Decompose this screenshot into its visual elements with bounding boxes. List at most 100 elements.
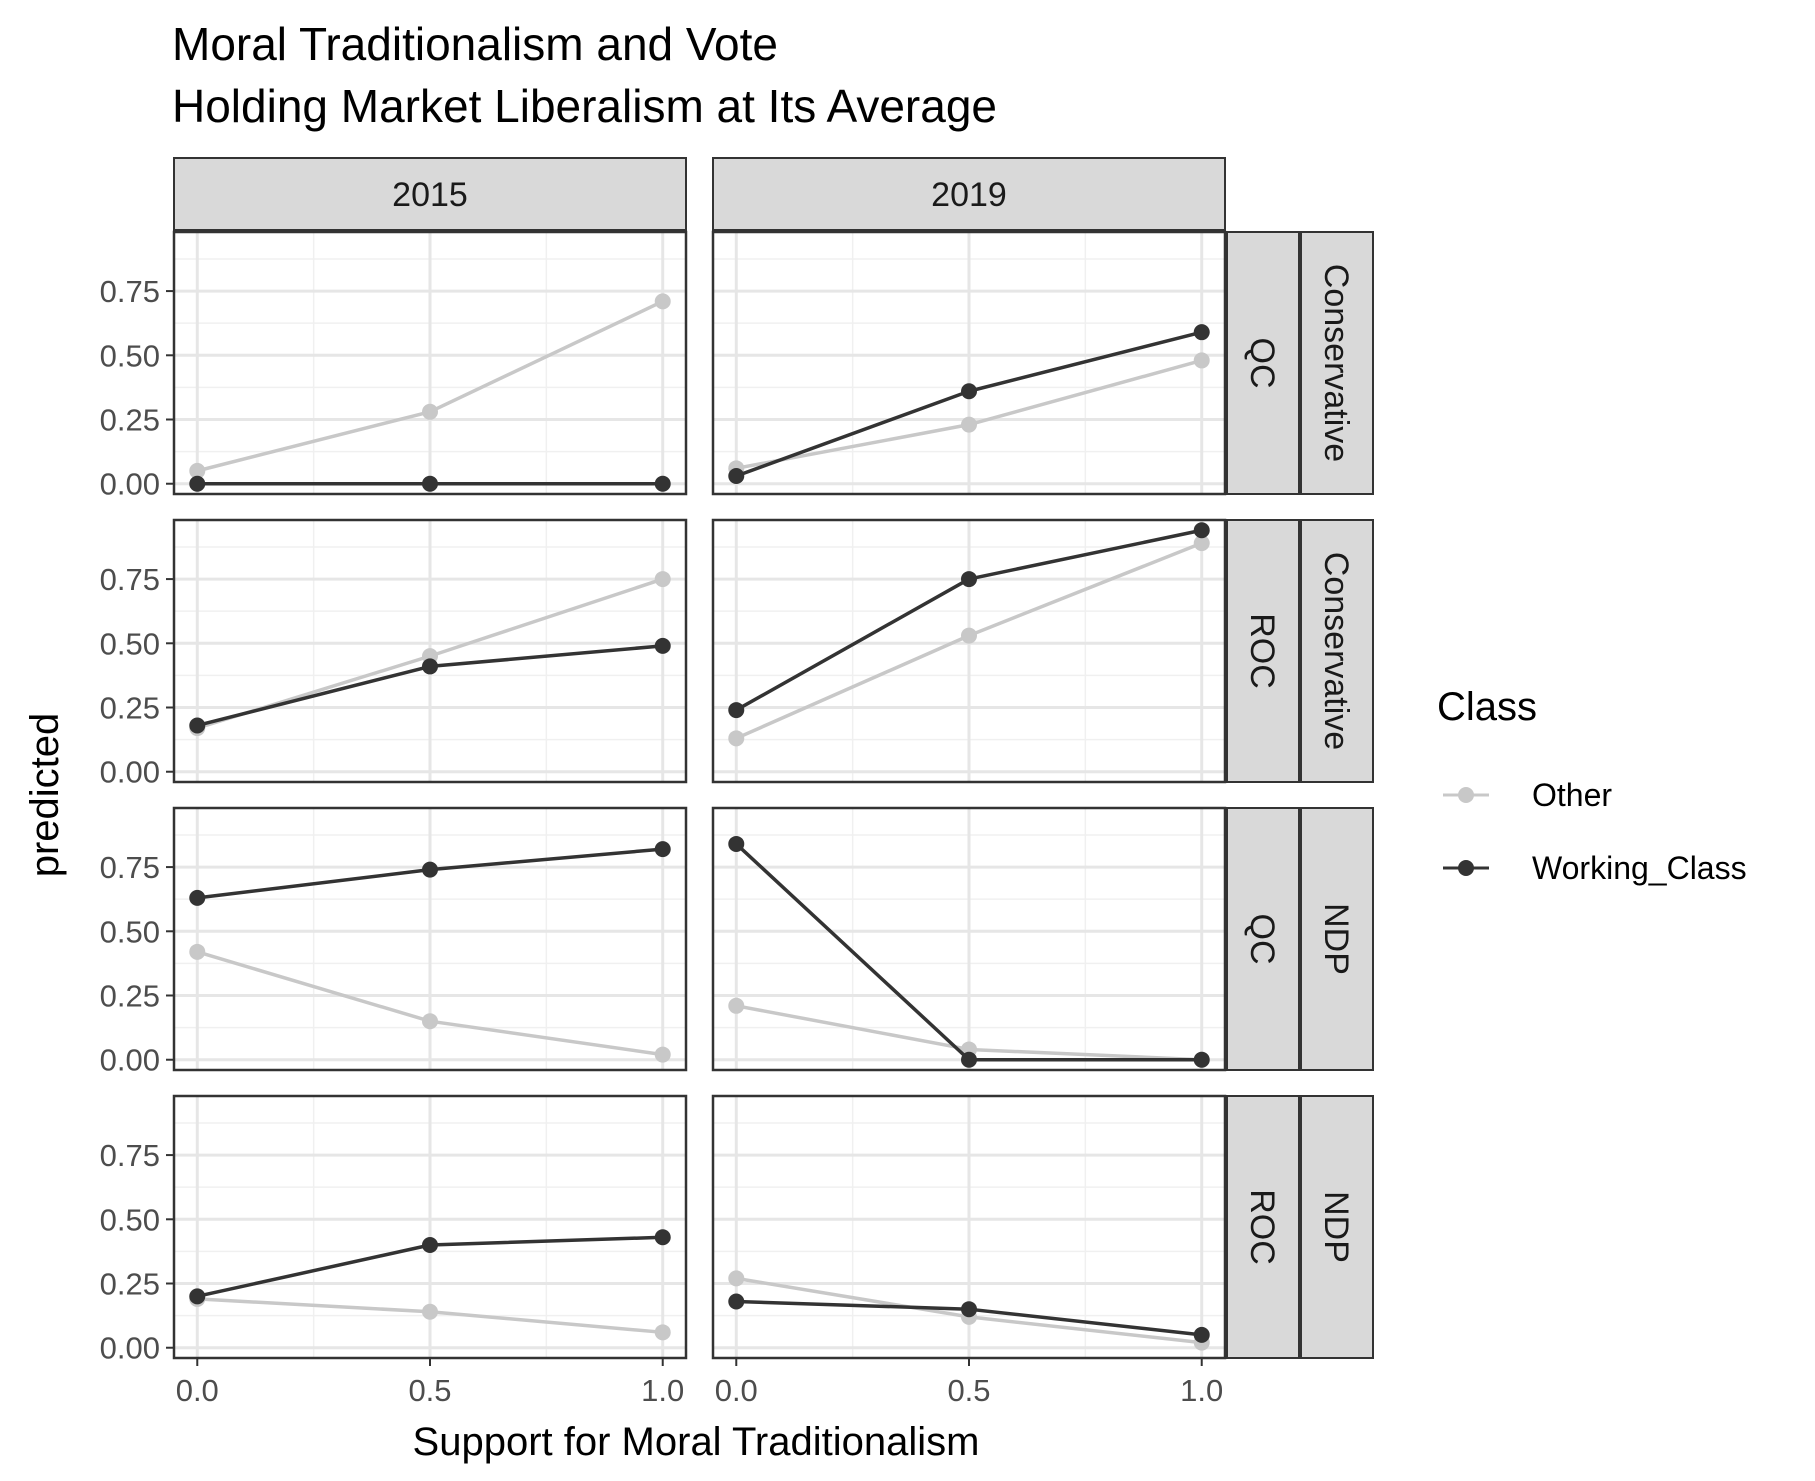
column-strip-label-2019: 2019 [931, 176, 1007, 214]
data-point-working-class-2015-roc-ndp [189, 1288, 206, 1305]
row-strip-region-label-2: ROC [1243, 613, 1281, 689]
y-tick-label: 0.00 [100, 1043, 160, 1078]
row-strip-party-label-4: NDP [1317, 1191, 1355, 1263]
data-point-working-class-2015-qc-conservative [654, 475, 671, 492]
y-tick-label: 0.75 [100, 1138, 160, 1173]
x-tick-label: 1.0 [1180, 1373, 1223, 1408]
panel-border-2015-qc-conservative [172, 230, 688, 496]
y-tick-label: 0.75 [100, 850, 160, 885]
data-point-working-class-2019-roc-ndp [728, 1293, 745, 1310]
data-point-other-2015-roc-conservative [654, 571, 671, 588]
chart-title-line-1: Moral Traditionalism and Vote [172, 18, 778, 70]
legend-title: Class [1437, 685, 1537, 729]
column-strip-label-2015: 2015 [392, 176, 468, 214]
data-point-other-2015-qc-ndp [422, 1013, 438, 1030]
x-tick-label: 0.5 [408, 1373, 451, 1408]
row-strip-region-label-1: QC [1243, 338, 1281, 389]
panel-border-2015-roc-conservative [172, 518, 688, 784]
y-axis-title: predicted [23, 713, 67, 878]
y-tick-label: 0.25 [100, 691, 160, 726]
data-point-working-class-2015-qc-ndp [189, 889, 206, 906]
panel-border-2019-qc-ndp [711, 806, 1227, 1072]
y-tick-label: 0.75 [100, 562, 160, 597]
y-tick-label: 0.00 [100, 755, 160, 790]
data-point-other-2015-qc-conservative [654, 293, 671, 310]
data-point-working-class-2015-qc-conservative [422, 475, 438, 492]
column-strip-2015 [173, 157, 687, 231]
y-tick-label: 0.00 [100, 1331, 160, 1366]
y-tick-label: 0.50 [100, 1202, 160, 1237]
panel-border-2019-qc-conservative [711, 230, 1227, 496]
legend-key-other-point [1458, 787, 1474, 803]
y-tick-label: 0.50 [100, 626, 160, 661]
y-tick-label: 0.50 [100, 338, 160, 373]
data-point-other-2019-roc-conservative [961, 627, 977, 644]
row-strip-region-3 [1226, 807, 1300, 1071]
data-point-working-class-2019-qc-conservative [728, 468, 745, 485]
legend-key-working-class-point [1458, 860, 1474, 876]
row-strip-region-label-4: ROC [1243, 1189, 1281, 1265]
row-strip-region-2 [1226, 519, 1300, 783]
row-strip-region-label-3: QC [1243, 914, 1281, 965]
x-tick-label: 0.0 [176, 1373, 219, 1408]
y-tick-label: 0.00 [100, 467, 160, 502]
data-point-other-2015-qc-ndp [654, 1046, 671, 1063]
data-point-working-class-2015-qc-ndp [422, 861, 438, 878]
data-point-working-class-2019-roc-conservative [728, 702, 745, 719]
row-strip-party-3 [1300, 807, 1374, 1071]
data-point-other-2019-qc-conservative [961, 416, 977, 433]
data-point-other-2015-roc-ndp [654, 1324, 671, 1341]
data-point-working-class-2015-roc-conservative [189, 717, 206, 734]
row-strip-party-2 [1300, 519, 1374, 783]
legend: Class Other Working_Class [1437, 685, 1747, 886]
column-strip-2019 [712, 157, 1226, 231]
legend-label-other: Other [1532, 777, 1612, 813]
x-tick-label: 0.0 [715, 1373, 758, 1408]
data-point-other-2019-roc-conservative [1193, 535, 1210, 552]
data-point-other-2015-roc-ndp [422, 1303, 438, 1320]
data-point-other-2015-qc-conservative [422, 403, 438, 420]
row-strip-region-1 [1226, 231, 1300, 495]
y-tick-label: 0.75 [100, 274, 160, 309]
data-point-working-class-2015-qc-conservative [189, 475, 206, 492]
data-point-other-2019-roc-conservative [728, 730, 745, 747]
data-point-other-2015-qc-conservative [189, 462, 206, 479]
data-point-working-class-2019-qc-ndp [728, 835, 745, 852]
facet-panels: 2015 2019 QC Conservative ROC Conservative QC N… [100, 157, 1374, 1408]
x-tick-label: 0.5 [947, 1373, 990, 1408]
data-point-other-2019-qc-conservative [1193, 352, 1210, 369]
data-point-working-class-2019-qc-ndp [961, 1051, 977, 1068]
data-point-working-class-2015-qc-ndp [654, 841, 671, 858]
data-point-other-2015-qc-ndp [189, 943, 206, 960]
y-tick-label: 0.25 [100, 403, 160, 438]
x-tick-label: 1.0 [641, 1373, 684, 1408]
data-point-working-class-2015-roc-conservative [422, 658, 438, 675]
data-point-working-class-2019-roc-ndp [961, 1301, 977, 1318]
y-tick-label: 0.50 [100, 914, 160, 949]
data-point-working-class-2019-qc-conservative [1193, 324, 1210, 341]
row-strip-party-label-2: Conservative [1317, 552, 1355, 750]
legend-label-working-class: Working_Class [1532, 850, 1747, 886]
data-point-working-class-2019-roc-conservative [1193, 522, 1210, 539]
y-tick-label: 0.25 [100, 1267, 160, 1302]
data-point-working-class-2015-roc-ndp [422, 1236, 438, 1253]
data-point-working-class-2015-roc-ndp [654, 1229, 671, 1246]
data-point-working-class-2019-roc-conservative [961, 571, 977, 588]
data-point-working-class-2019-qc-ndp [1193, 1051, 1210, 1068]
data-point-working-class-2015-roc-conservative [654, 637, 671, 654]
data-point-working-class-2019-qc-conservative [961, 383, 977, 400]
panel-border-2019-roc-conservative [711, 518, 1227, 784]
row-strip-region-4 [1226, 1095, 1300, 1359]
data-point-other-2019-roc-ndp [728, 1270, 745, 1287]
data-point-working-class-2019-roc-ndp [1193, 1326, 1210, 1343]
row-strip-party-label-1: Conservative [1317, 264, 1355, 462]
x-axis-title: Support for Moral Traditionalism [413, 1420, 980, 1464]
y-tick-label: 0.25 [100, 979, 160, 1014]
row-strip-party-1 [1300, 231, 1374, 495]
row-strip-party-4 [1300, 1095, 1374, 1359]
row-strip-party-label-3: NDP [1317, 903, 1355, 975]
panel-border-2015-qc-ndp [172, 806, 688, 1072]
chart-title-line-2: Holding Market Liberalism at Its Average [172, 80, 997, 132]
data-point-other-2019-qc-ndp [728, 997, 745, 1014]
